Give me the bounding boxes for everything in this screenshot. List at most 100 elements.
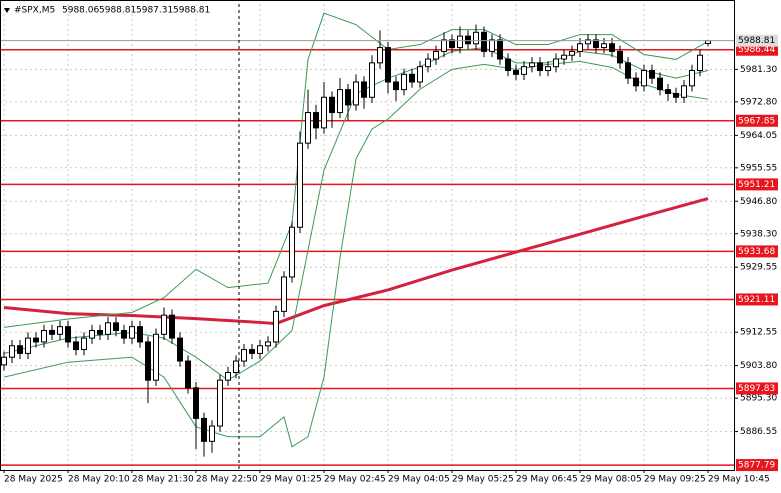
header-close: 5988.81 — [173, 6, 210, 16]
header-low: 5987.31 — [136, 6, 173, 16]
candle-body — [665, 89, 671, 94]
candle-body — [457, 35, 463, 49]
price-label: 5988.81 — [738, 36, 775, 46]
x-tick-label: 29 May 01:25 — [260, 475, 322, 485]
candle-body — [233, 360, 239, 374]
candle-body — [177, 337, 183, 362]
candle-body — [681, 85, 687, 98]
candle-body — [601, 43, 607, 49]
header-open: 5988.06 — [62, 6, 99, 16]
candle-body — [617, 50, 623, 64]
candle-body — [521, 66, 527, 75]
candle-body — [497, 39, 503, 60]
y-tick-label: 5886.55 — [740, 427, 777, 437]
candle-body — [161, 314, 167, 335]
x-tick-label: 28 May 20:10 — [68, 475, 130, 485]
candle-body — [513, 70, 519, 75]
candle-body — [81, 337, 87, 351]
candle-body — [697, 54, 703, 72]
indicator-line — [3, 197, 709, 326]
candle-body — [97, 329, 103, 335]
candle-body — [265, 341, 271, 347]
candle-body — [145, 341, 151, 381]
candle-body — [569, 50, 575, 56]
candle-body — [481, 31, 487, 52]
level-label-box — [736, 459, 778, 472]
plot — [0, 12, 735, 466]
candle-body — [689, 70, 695, 87]
candle-body — [17, 345, 23, 354]
candle-body — [137, 326, 143, 343]
candle-body — [129, 326, 135, 339]
candle-body — [401, 73, 407, 91]
candle-body — [345, 89, 351, 106]
candle-body — [673, 92, 679, 98]
level-label-box — [736, 114, 778, 127]
level-label-box — [736, 382, 778, 395]
y-tick-label: 5955.55 — [740, 163, 777, 173]
x-tick-label: 29 May 02:45 — [324, 475, 386, 485]
level-label: 5877.79 — [738, 461, 775, 471]
candle-body — [329, 96, 335, 114]
candle-body — [249, 349, 255, 354]
candle-body — [201, 417, 207, 442]
y-tick-label: 5938.30 — [740, 229, 777, 239]
x-tick-label: 29 May 05:25 — [452, 475, 514, 485]
candle-body — [25, 337, 31, 354]
x-tick-label: 28 May 2025 — [4, 475, 63, 485]
header-icon — [4, 8, 10, 13]
candle-body — [193, 387, 199, 419]
candle-body — [321, 96, 327, 129]
candle-body — [169, 314, 175, 339]
candle-body — [593, 39, 599, 49]
candle-body — [305, 112, 311, 144]
candle-body — [273, 310, 279, 343]
candle-body — [185, 360, 191, 389]
symbol: #SPX,M5 — [14, 6, 55, 16]
level-label: 5921.11 — [738, 295, 775, 305]
level-label: 5933.68 — [738, 247, 775, 257]
candle-body — [281, 276, 287, 312]
plot-frame — [0, 0, 735, 471]
x-tick-label: 28 May 22:50 — [196, 475, 258, 485]
candle-body — [57, 326, 63, 335]
candle-body — [337, 89, 343, 114]
candle-body — [417, 66, 423, 83]
level-label-box — [736, 293, 778, 306]
candle-body — [433, 50, 439, 60]
candle-body — [449, 39, 455, 49]
candle-body — [225, 372, 231, 381]
candle-body — [9, 345, 15, 358]
y-tick-label: 5964.05 — [740, 131, 777, 141]
candle-body — [537, 62, 543, 72]
candle-body — [41, 329, 47, 343]
candle-body — [377, 47, 383, 64]
candle-body — [625, 62, 631, 79]
candle-body — [113, 322, 119, 331]
candle-body — [289, 226, 295, 278]
candle-body — [105, 322, 111, 335]
y-tick-label: 5972.80 — [740, 97, 777, 107]
candle-body — [385, 47, 391, 83]
x-tick-label: 29 May 09:25 — [644, 475, 706, 485]
candle-body — [393, 81, 399, 91]
candle-body — [121, 329, 127, 339]
candle-body — [657, 77, 663, 91]
level-label: 5967.85 — [738, 116, 775, 126]
candle-body — [73, 341, 79, 351]
candle-body — [425, 58, 431, 68]
y-tick-label: 5981.30 — [740, 65, 777, 75]
candle-body — [257, 345, 263, 354]
candle-body — [33, 337, 39, 343]
candle-body — [553, 58, 559, 68]
candle-body — [465, 35, 471, 45]
candle-body — [49, 329, 55, 335]
candle-body — [529, 62, 535, 68]
candle-body — [641, 70, 647, 87]
candle-body — [369, 62, 375, 98]
candle-body — [313, 112, 319, 129]
candle-body — [89, 329, 95, 339]
price-label-box — [736, 34, 778, 47]
candle-body — [297, 142, 303, 228]
